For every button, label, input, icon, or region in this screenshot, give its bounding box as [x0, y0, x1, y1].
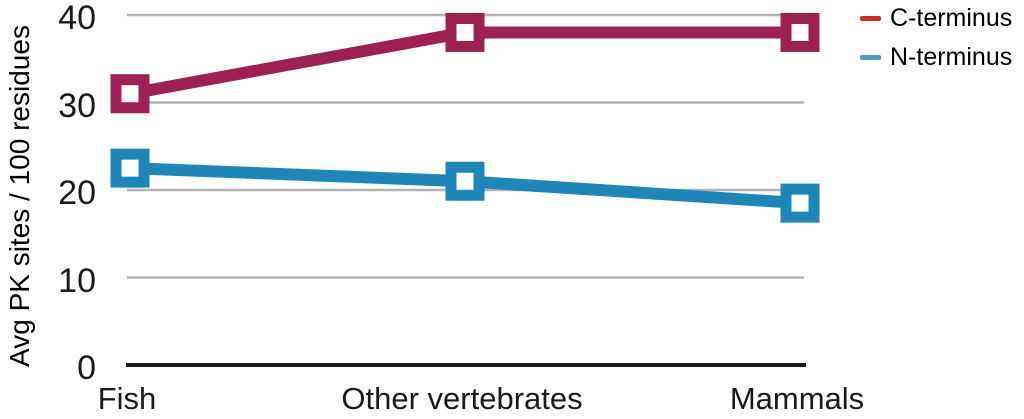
x-category-label: Mammals [729, 381, 865, 416]
y-tick-label: 20 [58, 174, 96, 212]
legend-swatch-n-terminus-icon [860, 54, 881, 60]
data-point-marker-c-terminus [445, 13, 485, 52]
data-point-marker-c-terminus [780, 13, 820, 52]
legend-label-n-terminus: N-terminus [890, 42, 1013, 71]
y-tick-label: 40 [58, 0, 96, 37]
legend-item-n-terminus: N-terminus [860, 42, 1012, 72]
legend: C-terminus N-terminus [860, 3, 1012, 72]
y-tick-label: 0 [77, 349, 96, 387]
y-tick-label: 10 [58, 261, 96, 300]
data-point-marker-c-terminus [110, 74, 150, 114]
y-tick-label: 30 [58, 86, 96, 125]
legend-item-c-terminus: C-terminus [860, 3, 1012, 33]
x-category-label: Fish [97, 381, 157, 416]
data-point-marker-n-terminus [445, 161, 485, 201]
data-point-marker-n-terminus [780, 183, 820, 223]
legend-label-c-terminus: C-terminus [890, 3, 1013, 32]
x-category-label: Other vertebrates [341, 381, 583, 416]
legend-swatch-c-terminus-icon [860, 15, 881, 21]
data-point-marker-n-terminus [110, 148, 150, 188]
